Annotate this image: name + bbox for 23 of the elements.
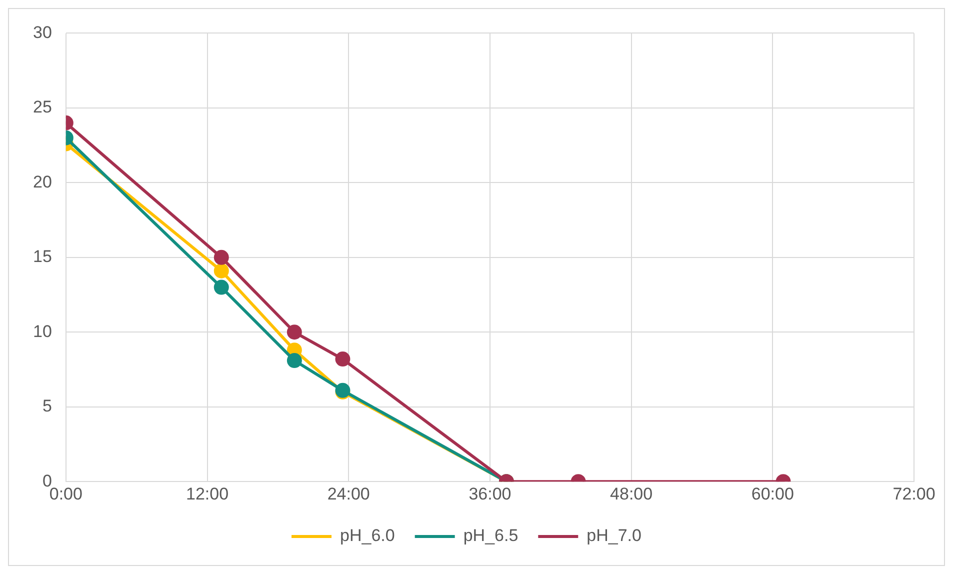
x-tick-label: 36:00: [468, 484, 512, 504]
point: [214, 250, 229, 265]
x-tick-label: 24:00: [327, 484, 370, 504]
y-tick-label: 20: [32, 172, 52, 192]
legend-label: pH_6.0: [340, 526, 395, 546]
y-tick-label: 10: [32, 322, 52, 341]
y-tick-label: 15: [32, 247, 52, 266]
point: [335, 352, 350, 367]
point: [286, 353, 302, 368]
y-tick-label: 5: [42, 396, 52, 416]
point: [214, 280, 229, 295]
x-tick-label: 60:00: [751, 484, 794, 504]
point: [214, 263, 229, 278]
legend-label: pH_6.5: [463, 526, 518, 546]
x-tick-label: 12:00: [186, 484, 229, 504]
point: [286, 324, 302, 340]
x-tick-label: 48:00: [610, 484, 653, 504]
x-tick-label: 0:00: [49, 484, 82, 504]
legend-label: pH_7.0: [586, 526, 642, 546]
y-tick-label: 0: [42, 471, 52, 490]
y-tick-label: 30: [32, 22, 52, 42]
x-tick-label: 72:00: [892, 484, 936, 504]
y-tick-label: 25: [32, 98, 52, 117]
